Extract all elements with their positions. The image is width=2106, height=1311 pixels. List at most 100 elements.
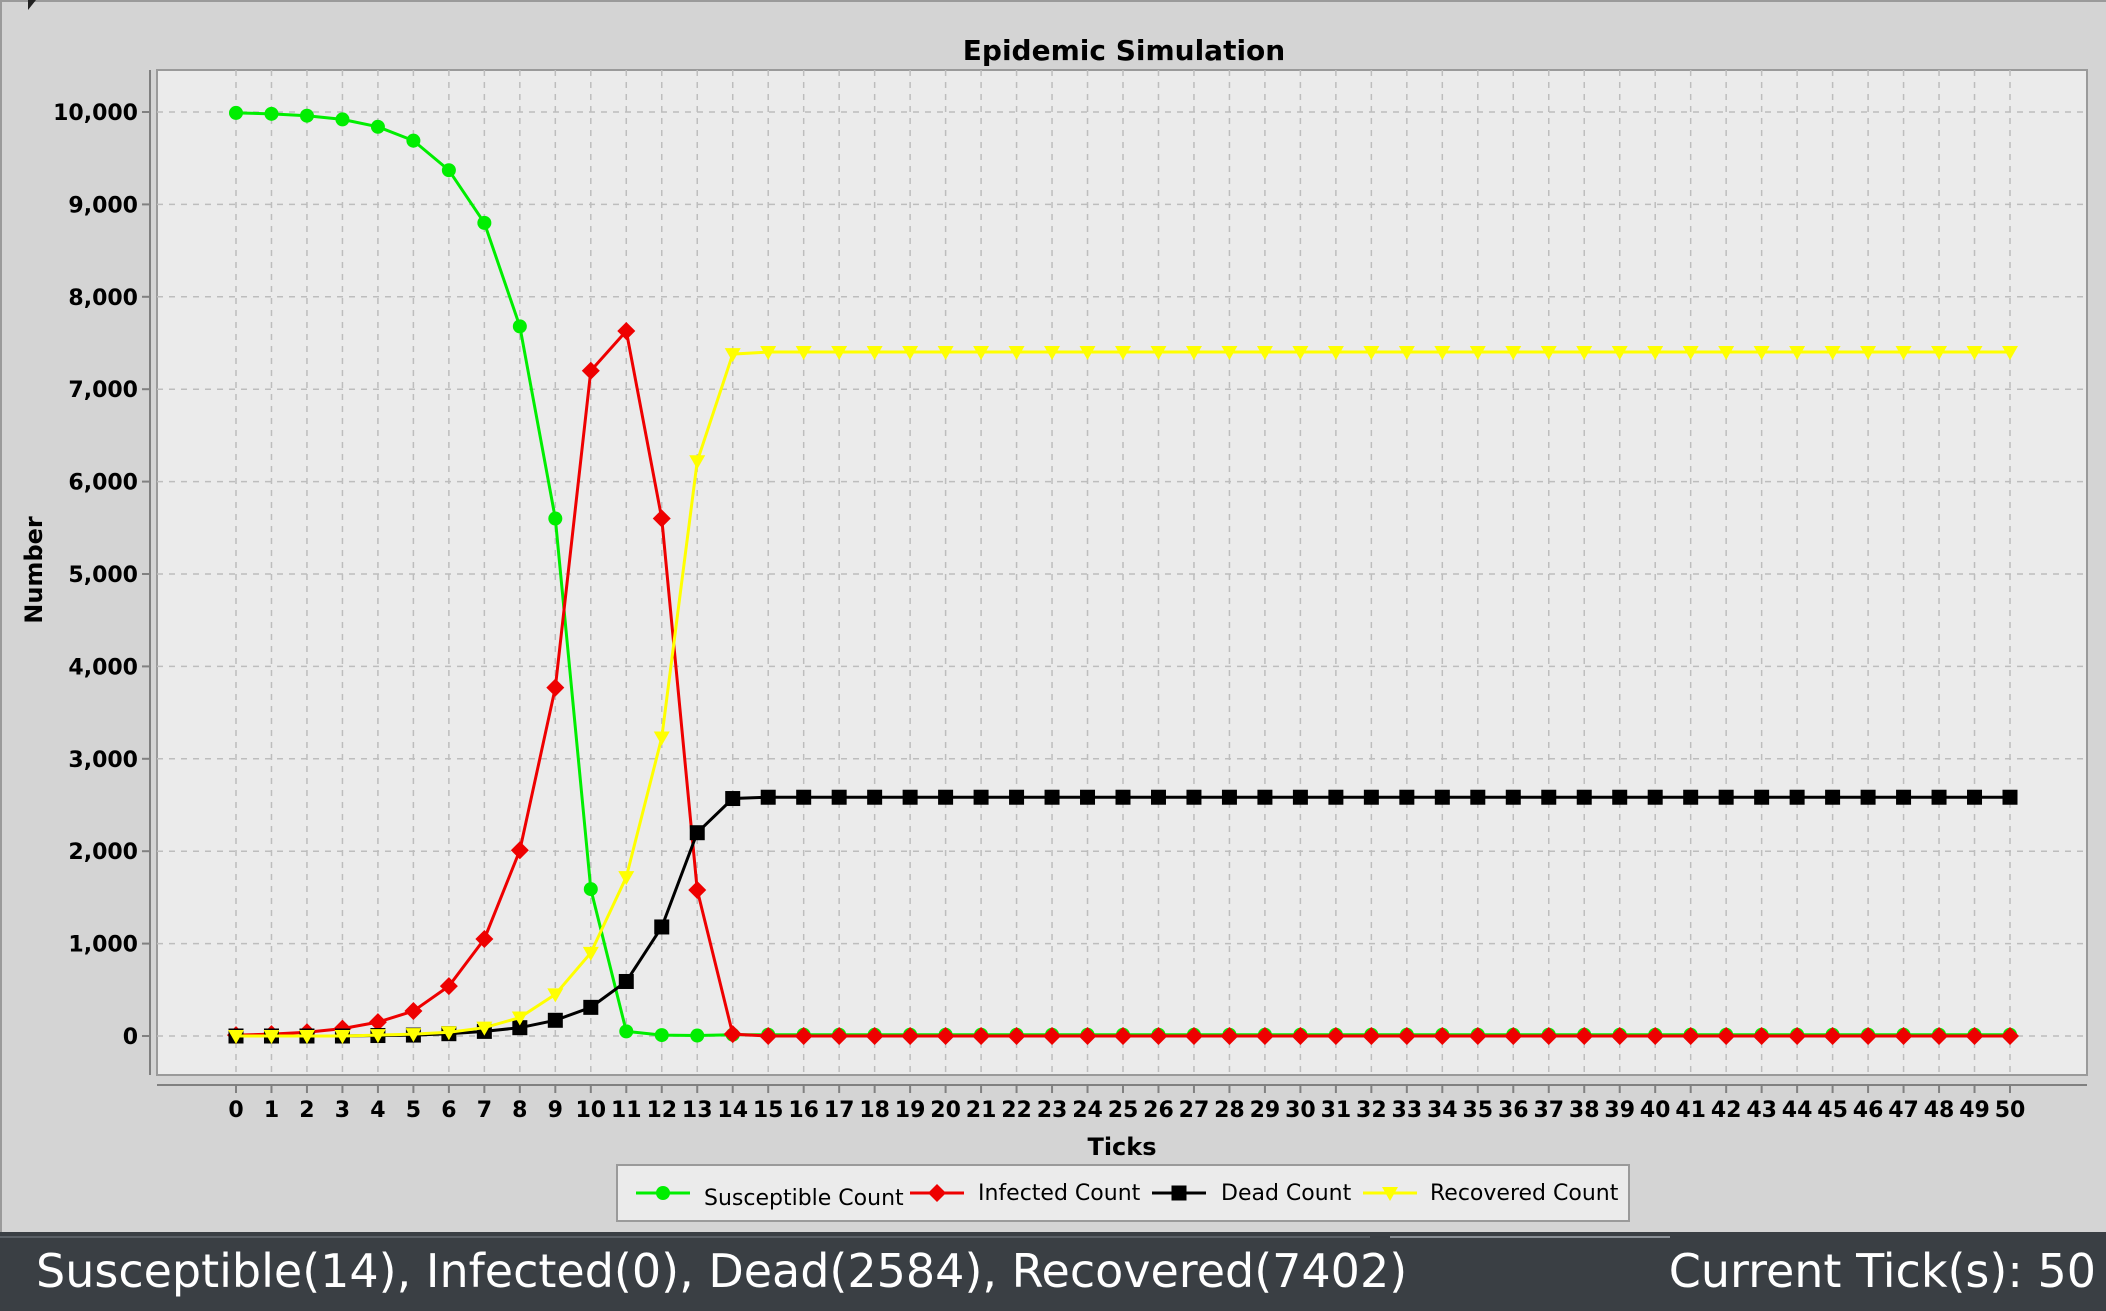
data-point bbox=[972, 1027, 991, 1045]
data-point bbox=[1078, 1027, 1097, 1045]
y-tick-label: 3,000 bbox=[68, 748, 138, 773]
legend-marker bbox=[928, 1184, 946, 1202]
x-tick-label: 0 bbox=[228, 1098, 243, 1123]
data-point bbox=[1328, 789, 1344, 805]
status-current-tick: Current Tick(s): 50 bbox=[1668, 1244, 2096, 1298]
data-point bbox=[1859, 1027, 1878, 1045]
legend-box bbox=[616, 1164, 1630, 1222]
x-tick-label: 7 bbox=[477, 1098, 492, 1123]
data-point bbox=[654, 1028, 669, 1043]
data-point bbox=[512, 1020, 528, 1036]
status-bar: Susceptible(14), Infected(0), Dead(2584)… bbox=[0, 1232, 2106, 1311]
legend: Susceptible Count Infected Count Dead Coun… bbox=[616, 1164, 1630, 1222]
data-point bbox=[1646, 1027, 1665, 1045]
data-point bbox=[548, 511, 563, 526]
data-point bbox=[1931, 789, 1947, 805]
data-point bbox=[510, 841, 529, 860]
legend-label: Susceptible Count bbox=[704, 1186, 904, 1211]
x-tick-label: 50 bbox=[1995, 1098, 2026, 1123]
data-point bbox=[1327, 346, 1344, 361]
data-point bbox=[938, 789, 954, 805]
data-point bbox=[2001, 1027, 2019, 1045]
data-point bbox=[440, 1026, 457, 1041]
x-tick-label: 18 bbox=[859, 1098, 890, 1123]
data-point bbox=[581, 361, 600, 380]
y-tick-label: 1,000 bbox=[68, 933, 138, 958]
y-tick-label: 6,000 bbox=[68, 471, 138, 496]
data-point bbox=[264, 106, 279, 121]
data-point bbox=[1718, 346, 1735, 361]
x-tick-label: 30 bbox=[1285, 1098, 1316, 1123]
x-tick-label: 10 bbox=[575, 1098, 606, 1123]
x-tick-label: 43 bbox=[1746, 1098, 1777, 1123]
data-point bbox=[1044, 789, 1060, 805]
x-tick-label: 31 bbox=[1321, 1098, 1352, 1123]
mouse-cursor-icon bbox=[28, 0, 36, 10]
x-tick-label: 8 bbox=[512, 1098, 527, 1123]
x-axis-label: Ticks bbox=[1087, 1133, 1156, 1161]
y-tick-label: 0 bbox=[123, 1025, 138, 1050]
data-point bbox=[1043, 1027, 1062, 1045]
data-point bbox=[1647, 789, 1663, 805]
data-point bbox=[1221, 789, 1237, 805]
data-point bbox=[1825, 789, 1841, 805]
data-point bbox=[725, 791, 741, 807]
data-point bbox=[1080, 789, 1096, 805]
data-point bbox=[1009, 789, 1025, 805]
data-point bbox=[1823, 1027, 1842, 1045]
data-point bbox=[511, 1011, 528, 1026]
y-tick-label: 9,000 bbox=[68, 193, 138, 218]
data-point bbox=[865, 1027, 884, 1045]
x-tick-label: 4 bbox=[370, 1098, 385, 1123]
x-tick-label: 42 bbox=[1711, 1098, 1742, 1123]
data-point bbox=[228, 1030, 244, 1044]
data-point bbox=[1291, 1027, 1310, 1045]
data-point bbox=[298, 1030, 315, 1044]
x-tick-label: 12 bbox=[646, 1098, 677, 1123]
data-point bbox=[1397, 1027, 1416, 1045]
x-tick-label: 39 bbox=[1604, 1098, 1635, 1123]
x-tick-label: 22 bbox=[1001, 1098, 1032, 1123]
data-point bbox=[370, 119, 385, 134]
data-point bbox=[2002, 789, 2018, 805]
data-point bbox=[1717, 1027, 1736, 1045]
data-point bbox=[1789, 789, 1805, 805]
data-point bbox=[1008, 346, 1025, 361]
data-point bbox=[1752, 1027, 1771, 1045]
data-point bbox=[369, 1029, 386, 1044]
data-point bbox=[583, 882, 598, 897]
data-point bbox=[1434, 346, 1451, 361]
data-point bbox=[477, 215, 492, 230]
data-point bbox=[1896, 789, 1912, 805]
x-tick-label: 1 bbox=[264, 1098, 279, 1123]
data-point bbox=[796, 789, 812, 805]
data-point bbox=[937, 346, 954, 361]
data-point bbox=[1576, 346, 1593, 361]
data-point bbox=[1256, 346, 1273, 361]
data-point bbox=[1683, 789, 1699, 805]
x-tick-label: 35 bbox=[1462, 1098, 1493, 1123]
data-point bbox=[439, 977, 458, 996]
data-point bbox=[795, 346, 812, 361]
status-divider bbox=[1390, 1236, 1670, 1238]
data-point bbox=[1115, 346, 1131, 361]
x-tick-label: 6 bbox=[441, 1098, 456, 1123]
data-point bbox=[1186, 789, 1202, 805]
epidemic-chart: 0 1,000 2,000 3,000 4,000 5,000 6,000 7,000 8,00… bbox=[0, 0, 2106, 1232]
data-point bbox=[1434, 789, 1450, 805]
x-tick-label: 16 bbox=[788, 1098, 819, 1123]
data-point bbox=[1967, 789, 1983, 805]
x-tick-label: 15 bbox=[753, 1098, 784, 1123]
data-point bbox=[1469, 346, 1486, 361]
data-point bbox=[2002, 346, 2018, 361]
data-point bbox=[406, 133, 421, 148]
x-tick-label: 34 bbox=[1427, 1098, 1458, 1123]
data-point bbox=[1255, 1027, 1274, 1045]
x-tick-label: 29 bbox=[1250, 1098, 1281, 1123]
data-point bbox=[1718, 789, 1734, 805]
data-point bbox=[1505, 789, 1521, 805]
data-point bbox=[299, 108, 314, 123]
data-point bbox=[582, 946, 599, 961]
series-infected-count bbox=[227, 321, 2019, 1045]
y-tick-label: 5,000 bbox=[68, 563, 138, 588]
